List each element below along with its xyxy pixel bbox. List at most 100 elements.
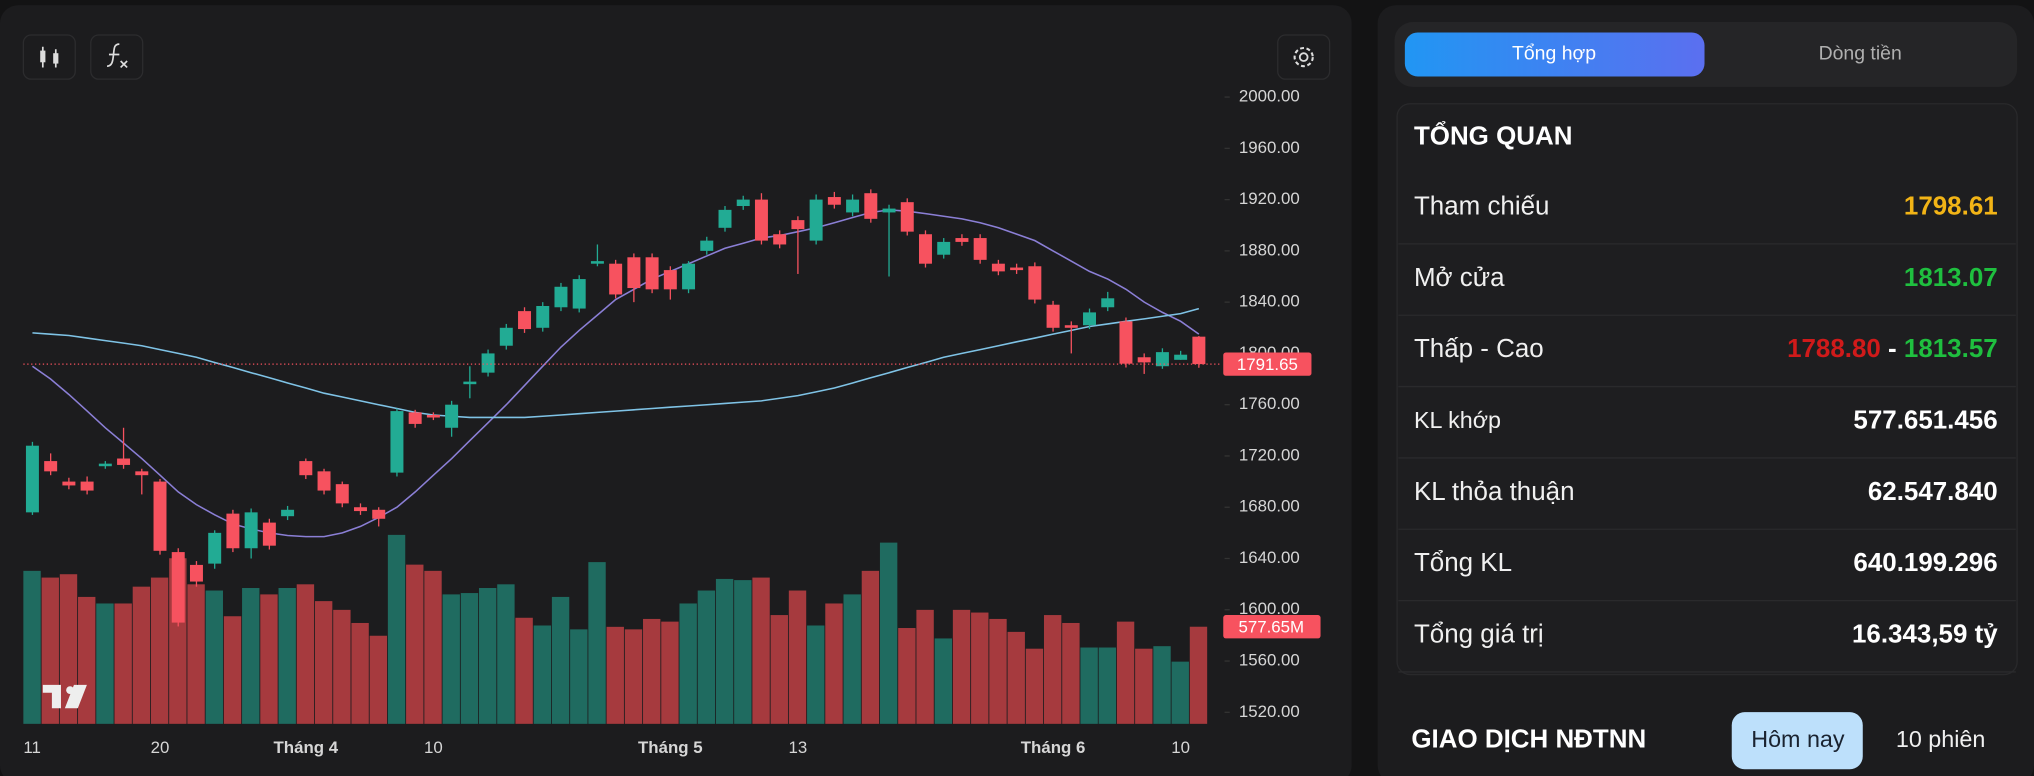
period-label[interactable]: 10 phiên (1896, 726, 1986, 752)
candle-body (1046, 304, 1060, 328)
row-label: Thấp - Cao (1414, 335, 1544, 363)
volume-bar (807, 625, 825, 724)
volume-bar (971, 612, 989, 724)
candle-body (1064, 325, 1078, 328)
indicator-button[interactable] (90, 34, 144, 80)
volume-bar (661, 621, 679, 724)
tab-active[interactable] (1404, 32, 1705, 77)
candle-body (44, 461, 58, 472)
volume-bar (1007, 631, 1025, 724)
candle-body (62, 481, 76, 486)
range-high: 1813.57 (1904, 335, 1998, 363)
volume-bar (478, 588, 497, 724)
period-button-active[interactable] (1731, 712, 1863, 770)
candle-body (499, 327, 513, 346)
volume-bar (96, 603, 114, 724)
row-label: Tham chiếu (1414, 192, 1550, 220)
candle-body (991, 263, 1005, 272)
candle-body (208, 532, 222, 564)
volume-bar (952, 609, 971, 724)
candle-body (1174, 354, 1188, 360)
volume-bar (643, 618, 661, 724)
side: Tổng hợp Dòng tiền TỔNG QUAN Tham chiếu 1798… (1394, 22, 2018, 770)
candle-body (390, 411, 404, 473)
candle-body (335, 484, 349, 504)
tradingview-logo (42, 684, 87, 709)
volume-bar (1025, 648, 1044, 724)
overview-title: TỔNG QUAN (1414, 120, 1572, 150)
candle-body (773, 234, 787, 245)
volume-bar (187, 584, 205, 724)
candle-body (1192, 336, 1206, 365)
candle-icon-body (40, 50, 46, 63)
x-tick-label: Tháng 6 (1021, 738, 1086, 757)
volume-bar (551, 596, 570, 724)
candle-body (117, 458, 131, 465)
y-tick-label: 1600.00 (1239, 599, 1300, 618)
volume-bar (788, 590, 807, 724)
volume-bar (406, 564, 424, 724)
volume-bar (114, 603, 132, 724)
volume-bar (1116, 621, 1135, 724)
volume-bar (333, 609, 351, 724)
candle-body (189, 564, 203, 582)
logo-dot (66, 686, 74, 695)
volume-bar (1171, 661, 1189, 724)
candle-body (1028, 266, 1042, 300)
candle-body (846, 199, 860, 213)
volume-bar (1153, 646, 1171, 724)
candle-body (554, 286, 568, 308)
volume-bar (1080, 647, 1098, 724)
y-tick-label: 1560.00 (1239, 650, 1300, 669)
x-tick-label: 13 (789, 738, 808, 757)
last-volume-label: 577.65M (1238, 617, 1304, 636)
candle-body (754, 199, 768, 241)
settings-button[interactable] (1277, 34, 1331, 80)
candle-body (918, 234, 932, 264)
tab-label[interactable]: Dòng tiền (1819, 43, 1902, 65)
candle-body (299, 461, 313, 476)
candle-body (663, 270, 677, 290)
volume-bar (78, 596, 96, 724)
candle-body (590, 261, 604, 264)
volume-bar (460, 593, 479, 724)
volume-bar (223, 616, 242, 724)
volume-bar (1043, 615, 1062, 724)
candle-button[interactable] (22, 34, 76, 80)
volume-bar (734, 580, 752, 724)
candle-body (718, 209, 732, 228)
volume-bar (387, 534, 406, 724)
candle-body (262, 522, 276, 546)
candle-body (1137, 357, 1151, 363)
volume-bar (752, 577, 770, 724)
volume-bar (570, 629, 588, 724)
candle-body (1119, 321, 1133, 364)
volume-bar (1189, 626, 1208, 724)
volume-bar (879, 542, 898, 724)
candle-body (827, 197, 841, 205)
x-tick-label: Tháng 4 (273, 738, 338, 757)
chart-panel (0, 5, 1352, 776)
last-price-tag (1223, 352, 1312, 376)
volume-bar (23, 570, 41, 724)
candle-body (882, 208, 896, 213)
y-tick-label: 2000.00 (1239, 87, 1300, 106)
candle-body (445, 404, 459, 428)
period-label[interactable]: Hôm nay (1751, 726, 1845, 752)
candle-body (372, 509, 386, 519)
candle-body (809, 199, 823, 241)
candle-body (536, 305, 550, 328)
volume-bar (770, 615, 788, 724)
x-tick-label: 10 (1171, 738, 1190, 757)
overview-card (1396, 103, 2018, 676)
candle-body (1010, 267, 1024, 271)
volume-bar (150, 577, 169, 724)
volume-bar (369, 635, 388, 724)
candle-body (955, 238, 969, 242)
y-tick-label: 1840.00 (1239, 292, 1300, 311)
tab-label[interactable]: Tổng hợp (1512, 43, 1596, 65)
candle-body (1101, 298, 1115, 308)
candle-body (1155, 352, 1169, 367)
gear-icon (1293, 46, 1314, 68)
